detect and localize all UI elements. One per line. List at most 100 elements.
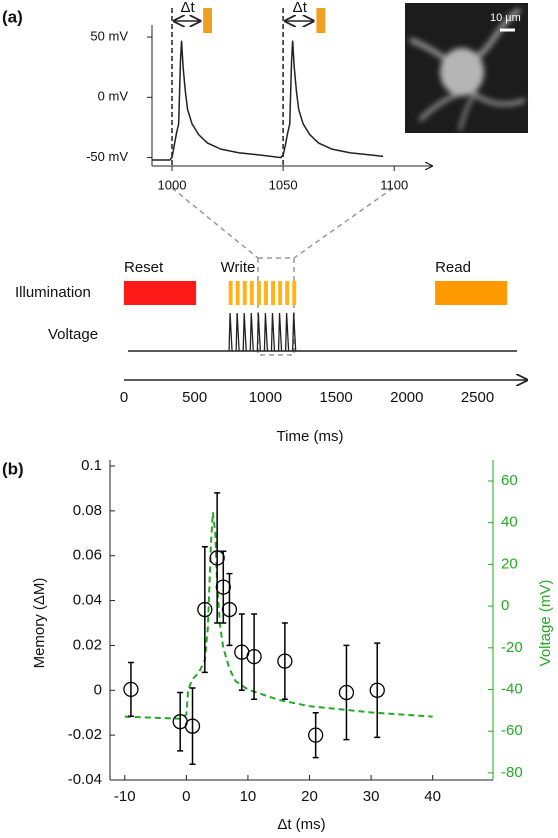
y2-tick-label: 40: [501, 514, 518, 531]
y2-tick-label: -60: [501, 722, 523, 739]
voltage-trace: [152, 40, 384, 161]
light-pulse: [278, 281, 283, 305]
row-label: Illumination: [15, 284, 91, 301]
x-tick-label: 10: [240, 788, 257, 805]
x-tick-label: 2000: [390, 389, 423, 406]
panel-label: (b): [2, 459, 24, 478]
data-point: [369, 682, 385, 698]
y2-tick-label: 20: [501, 555, 518, 572]
y-tick-label: 0: [94, 681, 102, 698]
y2-tick-label: 0: [501, 597, 509, 614]
data-point: [197, 601, 213, 618]
data-point: [246, 648, 262, 665]
data-point: [123, 681, 139, 698]
illumination-bar: [124, 281, 197, 305]
spike: [277, 312, 283, 352]
light-pulse: [242, 281, 247, 305]
y-tick-label: -0.02: [68, 726, 102, 743]
voltage-curve: [124, 512, 433, 720]
y-tick-label: 0.08: [73, 502, 102, 519]
y-tick-label: 0.1: [81, 457, 102, 474]
data-point: [221, 601, 238, 618]
spike: [242, 312, 247, 352]
illumination-bar: [435, 281, 508, 305]
data-point: [215, 579, 231, 595]
error-bar: [189, 687, 196, 766]
spike: [284, 312, 290, 352]
segment-label: Write: [221, 259, 256, 276]
x-tick-label: 0: [182, 788, 190, 805]
error-bar: [343, 644, 350, 741]
light-pulse: [271, 281, 276, 305]
y-tick-label: 0.02: [73, 636, 102, 653]
data-point: [184, 718, 201, 734]
y2-tick-label: -80: [501, 764, 523, 781]
light-pulse: [228, 281, 233, 305]
spike: [256, 312, 261, 352]
data-point: [308, 727, 324, 743]
data-point: [338, 684, 355, 701]
x-tick-label: 1000: [158, 177, 187, 192]
spike: [270, 312, 276, 352]
x-tick-label: 500: [182, 389, 207, 406]
micrograph: 10 µm: [405, 3, 528, 133]
error-bar: [201, 545, 208, 674]
error-bar: [374, 642, 381, 739]
error-bar: [226, 572, 233, 647]
x-tick-label: 30: [363, 788, 380, 805]
error-bar: [177, 691, 184, 752]
x-tick-label: 1000: [249, 389, 282, 406]
segment-label: Read: [435, 259, 471, 276]
error-bar: [238, 613, 245, 692]
y-tick-label: -0.04: [68, 771, 102, 788]
y2-tick-label: -40: [501, 680, 523, 697]
y-axis-label: Memory (ΔM): [31, 578, 48, 669]
error-bar: [214, 492, 221, 624]
y-tick-label: 0.06: [73, 547, 102, 564]
data-point: [209, 550, 225, 566]
x-tick-label: 40: [424, 788, 441, 805]
light-pulse: [203, 8, 212, 33]
light-pulse: [235, 281, 240, 305]
y2-tick-label: 60: [501, 472, 518, 489]
data-point: [277, 653, 293, 669]
x-tick-label: -10: [114, 788, 136, 805]
x-tick-label: 2500: [461, 389, 494, 406]
scale-bar-label: 10 µm: [490, 12, 521, 24]
spike: [235, 312, 240, 352]
segment-label: Reset: [124, 259, 164, 276]
y2-axis-label: Voltage (mV): [537, 580, 554, 667]
x-tick-label: 0: [120, 389, 128, 406]
y-tick-label: 50 mV: [90, 28, 128, 43]
row-label: Voltage: [48, 326, 98, 343]
x-axis-label: Δt (ms): [277, 816, 325, 833]
x-tick-label: 20: [301, 788, 318, 805]
x-tick-label: 1050: [269, 177, 298, 192]
spike: [228, 312, 233, 352]
delta-label: Δt: [180, 0, 195, 16]
light-pulse: [256, 281, 261, 305]
y2-tick-label: -20: [501, 639, 523, 656]
spike: [263, 312, 269, 352]
light-pulse: [285, 281, 290, 305]
error-bar: [281, 622, 288, 701]
light-pulse: [263, 281, 268, 305]
spike: [249, 312, 254, 352]
error-bar: [220, 550, 227, 624]
x-tick-label: 1100: [380, 177, 408, 192]
y-tick-label: 0 mV: [98, 89, 129, 104]
light-pulse: [292, 281, 297, 305]
error-bar: [312, 711, 319, 759]
light-pulse: [249, 281, 254, 305]
spike: [292, 312, 297, 352]
y-tick-label: -50 mV: [86, 149, 128, 164]
error-bar: [251, 613, 258, 701]
y-tick-label: 0.04: [73, 592, 102, 609]
x-axis-label: Time (ms): [277, 428, 344, 445]
x-tick-label: 1500: [319, 389, 352, 406]
panel-label: (a): [2, 7, 23, 26]
error-bar: [127, 661, 134, 718]
zoom-indicator: [171, 187, 394, 356]
delta-label: Δt: [293, 0, 308, 16]
